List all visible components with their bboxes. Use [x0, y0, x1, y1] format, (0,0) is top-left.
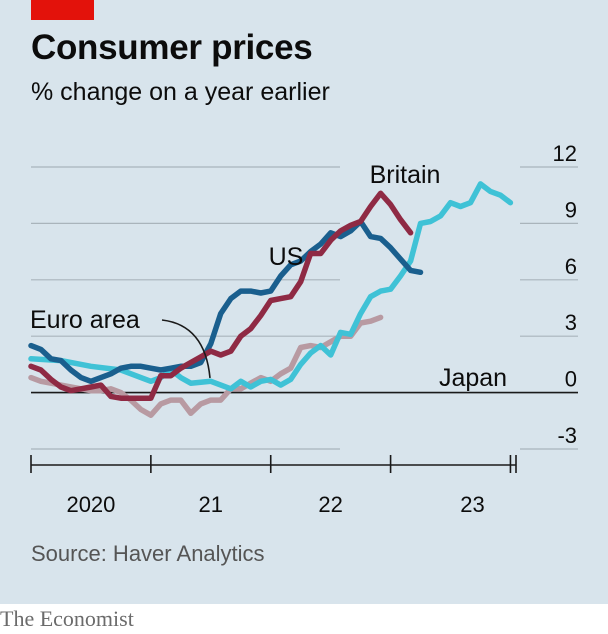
y-tick-label: 6	[565, 254, 577, 279]
series-label-japan: Japan	[439, 364, 507, 392]
series-line-euro-area	[28, 190, 414, 401]
y-tick-label: -3	[557, 423, 577, 448]
x-tick-label: 21	[199, 492, 223, 517]
x-tick-label: 2020	[66, 492, 115, 517]
series-line-us	[28, 218, 424, 385]
series-labels: Britain US Euro area Japan	[30, 161, 507, 392]
gridlines	[31, 166, 578, 450]
series-label-britain: Britain	[370, 161, 441, 189]
x-tick-label: 22	[318, 492, 342, 517]
y-tick-label: 12	[553, 141, 577, 166]
chart-title: Consumer prices	[31, 28, 313, 67]
y-axis-tick-labels: 12 9 6 3 0 -3	[553, 141, 577, 448]
source-note: Source: Haver Analytics	[31, 541, 265, 566]
y-tick-label: 0	[565, 367, 577, 392]
series-lines	[28, 181, 514, 418]
x-axis: 2020 21 22 23	[30, 455, 517, 517]
series-label-euro-area: Euro area	[30, 306, 140, 334]
line-chart: 12 9 6 3 0 -3 2020 21 22 23 Britain US Euro area Ja…	[28, 141, 578, 517]
economist-wordmark: The Economist	[0, 606, 134, 631]
chart-panel	[0, 0, 608, 604]
y-tick-label: 3	[565, 310, 577, 335]
euro-area-leader-line	[161, 319, 211, 379]
economist-red-tag	[31, 0, 94, 20]
x-tick-label: 23	[460, 492, 484, 517]
y-tick-label: 9	[565, 197, 577, 222]
series-label-us: US	[269, 243, 304, 271]
chart-subtitle: % change on a year earlier	[31, 78, 330, 106]
